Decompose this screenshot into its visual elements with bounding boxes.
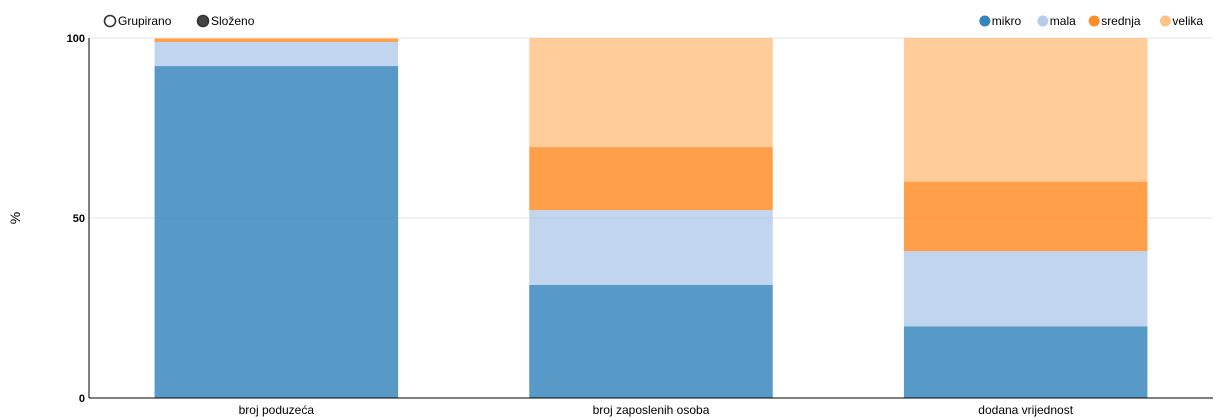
bar-segment-mikro[interactable] xyxy=(154,66,399,398)
legend-item-mala[interactable]: mala xyxy=(1037,14,1076,28)
x-category-label: broj zaposlenih osoba xyxy=(593,403,710,417)
grouped-option[interactable]: Grupirano xyxy=(103,14,172,28)
bar-segment-srednja[interactable] xyxy=(529,147,773,211)
stacked-label[interactable]: Složeno xyxy=(211,14,255,28)
bar-segment-mala[interactable] xyxy=(529,210,773,285)
legend-swatch-icon[interactable] xyxy=(1159,15,1171,27)
bar-segment-srednja[interactable] xyxy=(154,38,399,42)
legend-item-mikro[interactable]: mikro xyxy=(979,14,1021,28)
legend-label[interactable]: mala xyxy=(1050,14,1076,28)
x-category-label: dodana vrijednost xyxy=(978,403,1073,417)
bar-segment-velika[interactable] xyxy=(903,38,1148,182)
legend-swatch-icon[interactable] xyxy=(1037,15,1049,27)
bar-segment-mikro[interactable] xyxy=(903,326,1148,398)
chart-mode-controls: Grupirano Složeno xyxy=(103,14,255,28)
bar-segment-velika[interactable] xyxy=(154,38,399,39)
y-axis-title: % xyxy=(7,212,23,224)
bars xyxy=(154,38,1148,398)
stacked-radio-icon[interactable] xyxy=(196,14,210,28)
legend-label[interactable]: velika xyxy=(1172,14,1203,28)
legend-item-velika[interactable]: velika xyxy=(1159,14,1204,28)
bar-segment-srednja[interactable] xyxy=(903,181,1148,252)
y-tick-label: 50 xyxy=(73,213,85,225)
bar-segment-mikro[interactable] xyxy=(529,284,773,398)
stacked-option[interactable]: Složeno xyxy=(196,14,255,28)
legend-label[interactable]: mikro xyxy=(992,14,1022,28)
axes: 0 50 100 broj poduzeća broj zaposlenih osoba… xyxy=(67,33,1213,417)
legend-label[interactable]: srednja xyxy=(1101,14,1141,28)
grouped-label[interactable]: Grupirano xyxy=(118,14,172,28)
y-tick-label: 100 xyxy=(67,33,85,45)
grouped-radio-icon[interactable] xyxy=(103,14,117,28)
legend-item-srednja[interactable]: srednja xyxy=(1088,14,1141,28)
bar-segment-velika[interactable] xyxy=(529,38,773,148)
legend: mikro mala srednja velika xyxy=(979,14,1203,28)
bar-segment-mala[interactable] xyxy=(903,251,1148,327)
legend-swatch-icon[interactable] xyxy=(979,15,991,27)
y-tick-label: 0 xyxy=(79,393,85,405)
legend-swatch-icon[interactable] xyxy=(1088,15,1100,27)
bar-segment-mala[interactable] xyxy=(154,41,399,67)
x-category-label: broj poduzeća xyxy=(239,403,315,417)
